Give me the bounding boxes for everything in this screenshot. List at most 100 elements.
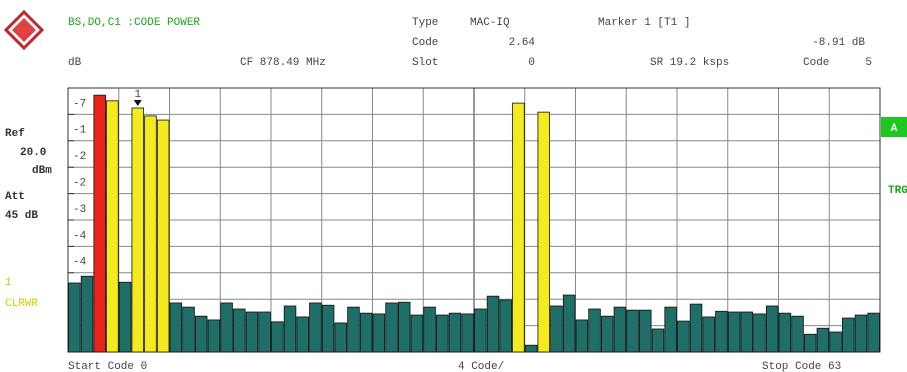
value: 2.64: [509, 37, 536, 49]
label: Type: [412, 17, 438, 29]
bar: [156, 119, 170, 353]
bar: [423, 306, 436, 353]
value: 5: [865, 57, 872, 69]
value: -8.91 dB: [812, 37, 865, 49]
y-tick-label: -4: [73, 230, 87, 242]
bar: [715, 310, 728, 353]
bar: [677, 320, 690, 353]
label: dB: [68, 57, 82, 69]
bar: [283, 305, 297, 353]
bar: [461, 313, 474, 353]
y-tick-label: -7: [73, 98, 86, 110]
bar: [321, 304, 335, 353]
trace-mode: CLRWR: [5, 298, 38, 310]
bar: [778, 312, 792, 353]
bar: [702, 316, 715, 353]
bar: [93, 94, 106, 353]
bar: [436, 314, 449, 353]
bar: [271, 321, 284, 353]
bar: [651, 328, 665, 353]
bar: [448, 312, 462, 353]
bar: [233, 308, 246, 353]
y-tick-label: -2: [73, 151, 86, 163]
bar: [80, 275, 94, 353]
bar: [626, 309, 639, 353]
bar: [144, 115, 157, 353]
bar: [512, 102, 525, 353]
bar: [816, 327, 830, 353]
value: MAC-IQ: [470, 17, 510, 29]
bar: [613, 306, 627, 353]
marker-label: 1: [134, 89, 141, 101]
bar: [385, 302, 398, 353]
bar: [842, 317, 855, 353]
bar: [867, 312, 880, 353]
bar: [639, 309, 652, 353]
bar: [803, 333, 817, 353]
bar: [359, 312, 373, 353]
bar: [309, 302, 322, 353]
bar: [397, 301, 411, 353]
status: TRG: [888, 185, 907, 197]
bar: [765, 305, 779, 353]
bar: [334, 322, 348, 353]
y-tick-label: -2: [73, 178, 86, 190]
bar: [131, 107, 145, 353]
value: 0: [528, 57, 535, 69]
bar: [689, 303, 703, 353]
label: Code: [803, 57, 829, 69]
value: 20.0: [20, 147, 46, 159]
y-tick-label: -1: [73, 125, 87, 137]
bar: [740, 311, 754, 353]
bar: [550, 305, 563, 353]
bar: [854, 314, 868, 353]
y-tick-label: -3: [73, 204, 86, 216]
label: Start Code 0: [68, 361, 147, 372]
status: A: [891, 123, 898, 135]
bar: [753, 313, 766, 353]
value: dBm: [32, 165, 52, 177]
bar: [118, 281, 132, 353]
bar: [486, 295, 500, 353]
bar: [829, 331, 842, 353]
label: SR 19.2 ksps: [650, 57, 729, 69]
value: 45 dB: [5, 210, 38, 222]
bar: [588, 308, 601, 353]
label: Slot: [412, 57, 438, 69]
label: CF 878.49 MHz: [240, 57, 326, 69]
plot-frame: [67, 87, 881, 353]
bar: [575, 319, 589, 353]
bar: [664, 306, 677, 353]
bar: [347, 306, 360, 353]
bar: [194, 315, 208, 353]
title: BS,DO,C1 :CODE POWER: [68, 17, 200, 29]
bar: [524, 344, 538, 353]
bar: [562, 294, 576, 353]
bar: [245, 311, 259, 353]
bar: [220, 302, 233, 353]
bar: [258, 311, 271, 353]
bar: [169, 302, 183, 353]
label: Marker 1 [T1 ]: [598, 17, 690, 29]
bar: [106, 100, 119, 353]
bar: [372, 313, 386, 353]
label: Code: [412, 37, 438, 49]
label: 4 Code/: [458, 361, 504, 372]
bar: [600, 315, 614, 353]
status-box: [881, 117, 907, 137]
bar: [537, 111, 551, 353]
bar: [474, 308, 487, 353]
marker: [133, 99, 142, 106]
trace: 1: [5, 277, 12, 289]
bar: [791, 315, 804, 353]
logo: [3, 9, 45, 51]
label: Att: [5, 191, 25, 203]
label: Stop Code 63: [762, 361, 841, 372]
bar: [296, 316, 309, 353]
bar: [499, 299, 512, 353]
y-tick-label: -4: [73, 257, 87, 269]
bar: [727, 311, 741, 353]
bar: [182, 306, 195, 353]
bar: [68, 282, 81, 353]
